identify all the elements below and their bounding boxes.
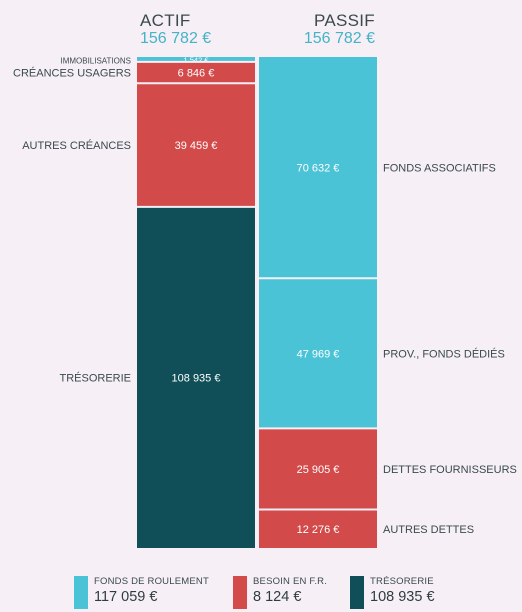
category-label-creances-usagers: CRÉANCES USAGERS xyxy=(13,67,131,80)
legend-label: TRÉSORERIE xyxy=(370,576,434,587)
bar-segment-creances-usagers xyxy=(137,61,255,84)
category-label-autres-creances: AUTRES CRÉANCES xyxy=(22,139,131,152)
value-label-dettes-fournisseurs: 25 905 € xyxy=(297,464,340,476)
category-label-dettes-fournisseurs: DETTES FOURNISSEURS xyxy=(383,464,517,476)
legend-swatch xyxy=(233,576,247,609)
actif-header: ACTIF 156 782 € xyxy=(137,12,255,48)
bar-segment-dettes-fournisseurs xyxy=(259,428,377,510)
category-label-prov-fonds-dedies: PROV., FONDS DÉDIÉS xyxy=(383,347,505,360)
category-label-autres-dettes: AUTRES DETTES xyxy=(383,524,474,536)
legend-label: FONDS DE ROULEMENT xyxy=(94,576,209,587)
actif-title: ACTIF xyxy=(140,11,191,30)
bar-segment-autres-dettes xyxy=(259,509,377,548)
legend-value: 117 059 € xyxy=(94,589,158,605)
value-label-immobilisations: 1 542 € xyxy=(183,55,209,64)
value-label-autres-creances: 39 459 € xyxy=(175,140,218,152)
category-label-tresorerie: TRÉSORERIE xyxy=(59,371,131,384)
passif-title: PASSIF xyxy=(313,11,375,30)
legend-swatch xyxy=(350,576,364,609)
value-label-autres-dettes: 12 276 € xyxy=(297,524,340,536)
actif-total: 156 782 € xyxy=(140,30,212,47)
bar-segment-fonds-associatifs xyxy=(259,57,377,279)
value-label-tresorerie: 108 935 € xyxy=(172,372,221,384)
balance-sheet-chart: 1 542 € IMMOBILISATIONS 6 846 € CRÉANCES US… xyxy=(13,55,517,548)
passif-header: PASSIF 156 782 € xyxy=(259,12,377,48)
legend-swatch xyxy=(74,576,88,609)
bar-segment-immobilisations xyxy=(137,57,255,62)
value-label-fonds-associatifs: 70 632 € xyxy=(297,163,340,175)
bar-segment-tresorerie xyxy=(137,206,255,548)
legend-value: 108 935 € xyxy=(370,589,435,605)
legend-value: 8 124 € xyxy=(253,589,302,605)
legend-label: BESOIN EN F.R. xyxy=(253,576,328,587)
bar-segment-autres-creances xyxy=(137,83,255,207)
category-label-fonds-associatifs: FONDS ASSOCIATIFS xyxy=(383,163,496,175)
passif-total: 156 782 € xyxy=(303,30,375,47)
category-label-immobilisations: IMMOBILISATIONS xyxy=(60,56,131,65)
value-label-creances-usagers: 6 846 € xyxy=(178,68,215,80)
bar-segment-prov-fonds-dedies xyxy=(259,278,377,429)
value-label-prov-fonds-dedies: 47 969 € xyxy=(297,348,340,360)
